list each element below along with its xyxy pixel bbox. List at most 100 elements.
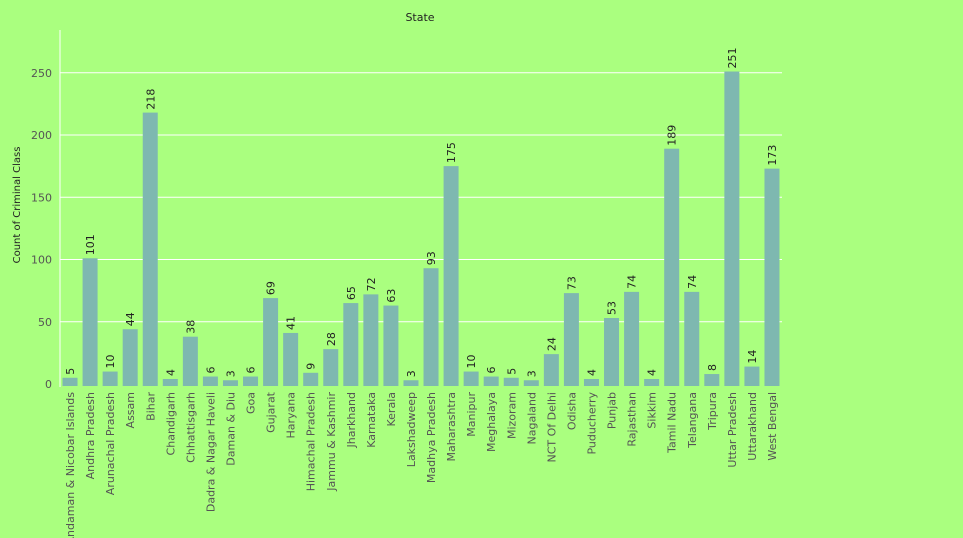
x-category-label: Uttarakhand <box>746 392 759 461</box>
x-category-label: Chandigarh <box>164 392 177 455</box>
bar <box>583 379 599 386</box>
x-category-label: Jammu & Kashmir <box>325 392 338 492</box>
data-label: 5 <box>505 368 518 375</box>
x-category-label: Puducherry <box>585 392 598 455</box>
x-category-label: Andhra Pradesh <box>84 392 97 479</box>
bar <box>122 329 138 386</box>
data-label: 251 <box>726 48 739 69</box>
bar <box>162 379 178 386</box>
x-category-label: Arunachal Pradesh <box>104 392 117 495</box>
x-category-label: Tamil Nadu <box>666 392 679 454</box>
bar <box>563 293 579 386</box>
data-label: 53 <box>606 301 619 315</box>
y-tick-label: 100 <box>31 254 52 267</box>
y-tick-label: 250 <box>31 67 52 80</box>
data-label: 175 <box>445 142 458 163</box>
bar <box>764 168 780 386</box>
data-label: 74 <box>686 275 699 289</box>
data-label: 93 <box>425 251 438 265</box>
data-label: 6 <box>485 367 498 374</box>
bar <box>202 376 218 386</box>
chart-title: State <box>405 11 434 24</box>
bar <box>604 318 620 386</box>
bar <box>624 291 640 386</box>
x-category-label: Haryana <box>285 392 298 439</box>
data-label: 9 <box>305 363 318 370</box>
y-tick-label: 150 <box>31 191 52 204</box>
x-category-label: Andaman & Nicobar Islands <box>64 392 77 538</box>
bar <box>523 380 539 386</box>
data-label: 4 <box>646 369 659 376</box>
data-label: 10 <box>104 355 117 369</box>
x-category-label: Assam <box>124 392 137 428</box>
bar <box>102 371 118 386</box>
bar <box>263 298 279 386</box>
data-label: 41 <box>285 316 298 330</box>
bar <box>142 112 158 386</box>
data-label: 74 <box>626 275 639 289</box>
x-category-label: Chhattisgarh <box>184 392 197 463</box>
data-label: 6 <box>245 367 258 374</box>
data-label: 173 <box>766 145 779 166</box>
bar <box>82 258 98 386</box>
x-category-label: Punjab <box>606 392 619 429</box>
y-tick-label: 50 <box>38 316 52 329</box>
x-category-label: Daman & Diu <box>224 392 237 466</box>
bar <box>363 294 379 386</box>
bar <box>283 332 299 386</box>
data-label: 73 <box>565 276 578 290</box>
bar <box>222 380 238 386</box>
x-category-label: Goa <box>245 392 258 414</box>
bar <box>243 376 259 386</box>
data-label: 3 <box>525 370 538 377</box>
bar <box>62 377 78 386</box>
x-category-label: NCT Of Delhi <box>545 392 558 462</box>
x-category-label: Uttar Pradesh <box>726 392 739 468</box>
bar <box>684 291 700 386</box>
data-label: 38 <box>184 320 197 334</box>
bar <box>724 71 740 386</box>
bars <box>62 71 780 386</box>
data-label: 72 <box>365 277 378 291</box>
y-axis-ticks: 0 50 100 150 200 250 <box>31 67 52 391</box>
x-category-label: Telangana <box>686 392 699 449</box>
x-category-label: Rajasthan <box>626 392 639 447</box>
x-category-label: West Bengal <box>766 392 779 461</box>
data-label: 63 <box>385 289 398 303</box>
data-label: 44 <box>124 312 137 326</box>
bar <box>704 374 720 386</box>
data-label: 4 <box>585 369 598 376</box>
x-category-label: Odisha <box>565 392 578 430</box>
bar <box>182 336 198 386</box>
x-axis-categories: Andaman & Nicobar Islands Andhra Pradesh A… <box>64 391 779 538</box>
x-category-label: Mizoram <box>505 392 518 439</box>
x-category-label: Nagaland <box>525 392 538 444</box>
data-label: 14 <box>746 350 759 364</box>
bar <box>644 379 660 386</box>
x-category-label: Manipur <box>465 392 478 437</box>
x-category-label: Sikkim <box>646 392 659 429</box>
data-label: 5 <box>64 368 77 375</box>
data-label: 189 <box>666 125 679 146</box>
bar <box>323 349 339 386</box>
data-label: 218 <box>144 89 157 110</box>
x-category-label: Madhya Pradesh <box>425 392 438 483</box>
bar <box>483 376 499 386</box>
data-label: 69 <box>265 281 278 295</box>
bar <box>543 354 559 386</box>
data-label: 10 <box>465 355 478 369</box>
bar <box>403 380 419 386</box>
gridlines <box>60 72 782 323</box>
x-category-label: Tripura <box>706 392 719 431</box>
bar <box>443 166 459 386</box>
bar <box>503 377 519 386</box>
x-category-label: Bihar <box>144 392 157 421</box>
data-label: 3 <box>224 370 237 377</box>
data-label: 4 <box>164 369 177 376</box>
data-label: 65 <box>345 286 358 300</box>
x-category-label: Maharashtra <box>445 392 458 462</box>
x-category-label: Dadra & Nagar Haveli <box>204 392 217 512</box>
